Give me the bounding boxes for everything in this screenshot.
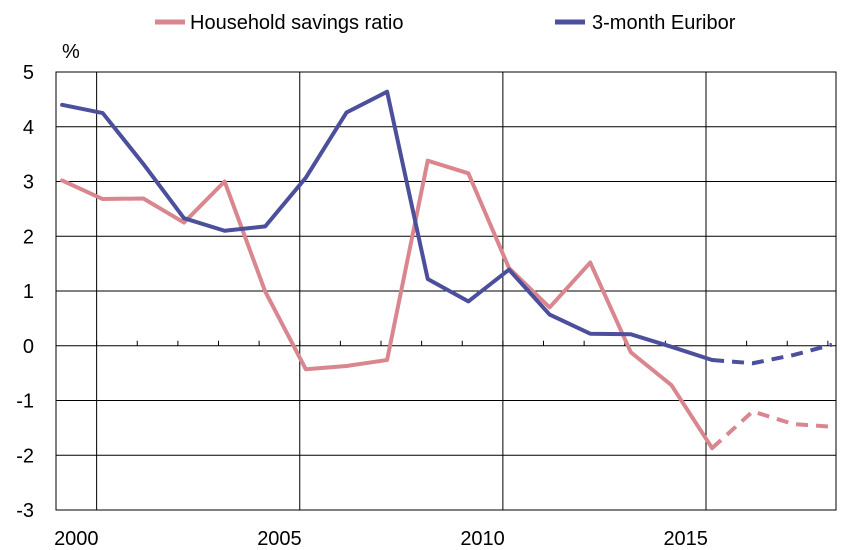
data-point	[305, 176, 307, 179]
series-forecast-line-1	[711, 342, 833, 366]
data-point	[670, 384, 673, 386]
plot-frame	[55, 71, 837, 511]
data-point	[548, 313, 551, 316]
x-tick-label: 2000	[54, 528, 99, 550]
y-tick-label: -3	[16, 500, 34, 522]
data-point	[589, 261, 592, 264]
data-point	[61, 179, 63, 182]
axes: 5 4 3 2 1 0 -1 -2 -3 2000 2005 2010 2015	[16, 62, 829, 550]
data-point	[142, 197, 145, 200]
data-point	[386, 90, 388, 93]
data-point	[467, 172, 470, 175]
data-point	[386, 359, 388, 361]
data-point	[142, 163, 145, 165]
data-point	[223, 180, 226, 183]
data-point	[670, 346, 673, 348]
data-point	[183, 221, 185, 224]
data-point	[264, 225, 267, 228]
series-line-0	[60, 158, 715, 451]
x-tick-label: 2005	[257, 528, 302, 550]
y-tick-label: 4	[23, 117, 34, 139]
data-point	[305, 368, 307, 371]
data-point	[508, 268, 510, 271]
data-point	[711, 447, 713, 449]
legend-label-household-savings-ratio: Household savings ratio	[190, 12, 403, 34]
series-forecast-line-0	[710, 409, 833, 450]
data-point	[264, 290, 267, 293]
legend-label-3-month-euribor: 3-month Euribor	[592, 12, 736, 34]
y-tick-label: 2	[23, 226, 34, 248]
data-point	[548, 306, 551, 309]
data-point	[467, 300, 470, 303]
y-axis-unit-label: %	[62, 41, 80, 63]
y-tick-label: 0	[23, 336, 34, 358]
data-point	[183, 217, 185, 219]
data-point	[630, 351, 632, 354]
data-point	[101, 198, 104, 200]
y-tick-label: 1	[23, 281, 34, 303]
data-point	[345, 365, 348, 367]
data-point	[345, 111, 348, 114]
y-tick-label: 5	[23, 62, 34, 84]
y-tick-label: 3	[23, 172, 34, 194]
x-tick-label: 2015	[663, 528, 708, 550]
data-point	[61, 104, 63, 106]
data-point	[223, 229, 226, 232]
data-point	[711, 359, 713, 361]
series-lines	[60, 89, 833, 451]
x-tick-label: 2010	[460, 528, 505, 550]
y-tick-label: -1	[16, 391, 34, 413]
data-point	[589, 332, 592, 335]
y-tick-label: -2	[16, 445, 34, 467]
data-point	[426, 159, 429, 162]
data-point	[101, 112, 104, 114]
data-point	[630, 333, 632, 336]
grid-lines	[56, 72, 836, 510]
legend: Household savings ratio 3-month Euribor	[155, 12, 736, 34]
data-point	[426, 278, 429, 280]
